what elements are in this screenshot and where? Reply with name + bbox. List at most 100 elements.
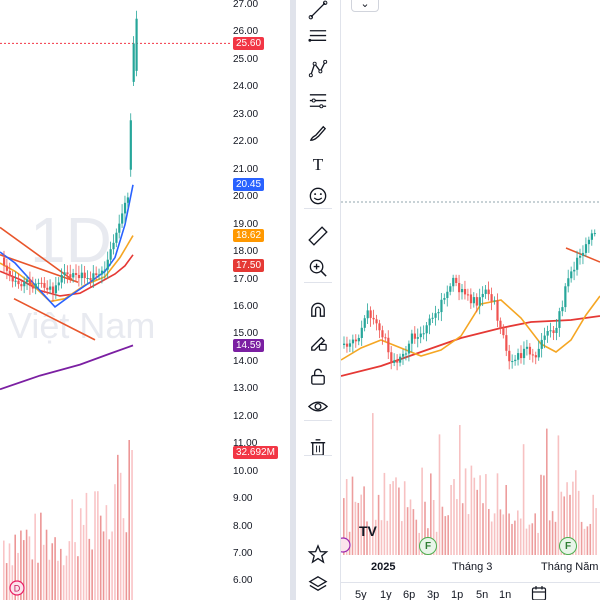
- candle: [26, 279, 29, 283]
- candle: [49, 286, 52, 290]
- price-axis-label: 10.00: [233, 465, 259, 477]
- volume-bar: [499, 509, 502, 555]
- candle: [452, 277, 455, 287]
- layers-icon[interactable]: [304, 570, 332, 598]
- range-button-1p[interactable]: 1p: [451, 589, 464, 600]
- prediction-tool-icon[interactable]: [304, 87, 332, 115]
- candle: [366, 310, 369, 319]
- candle: [54, 285, 58, 294]
- candle: [561, 307, 564, 312]
- candle: [60, 274, 63, 283]
- financials-event-badge[interactable]: F: [559, 537, 577, 555]
- candle: [458, 282, 461, 293]
- dividend-event-badge[interactable]: [341, 537, 351, 553]
- lock-tool-icon[interactable]: [304, 362, 332, 390]
- candle: [576, 257, 579, 270]
- candle: [567, 278, 570, 287]
- dividend-event-badge[interactable]: [9, 580, 25, 596]
- tradingview-logo[interactable]: TV: [359, 523, 378, 539]
- lock-drawing-tool-icon[interactable]: [304, 328, 332, 356]
- volume-bar: [398, 487, 400, 555]
- volume-bar: [464, 468, 467, 555]
- candle: [531, 354, 534, 356]
- volume-bar: [401, 521, 403, 555]
- candle: [416, 337, 419, 339]
- range-button-1y[interactable]: 1y: [380, 589, 392, 600]
- trend-line: [0, 254, 79, 283]
- emoji-tool-icon[interactable]: [304, 182, 332, 210]
- volume-bar: [345, 479, 348, 555]
- candle: [461, 289, 464, 293]
- zoom-in-tool-icon[interactable]: [304, 254, 332, 282]
- range-bar: 5y 1y 6p 3p 1p 5n 1n: [341, 582, 600, 600]
- time-axis-label: 2025: [371, 561, 396, 573]
- candle: [469, 294, 473, 304]
- star-icon[interactable]: [304, 540, 332, 568]
- volume-bar: [403, 481, 406, 555]
- right-chart-pane[interactable]: TV ⌄ 2025 Tháng 3 Tháng Năm 5y 1y 6p 3p 1p 5n 1n…: [341, 0, 600, 600]
- range-button-1n[interactable]: 1n: [499, 589, 512, 600]
- volume-bar: [580, 521, 583, 555]
- range-button-3p[interactable]: 3p: [427, 589, 440, 600]
- volume-bar: [485, 474, 487, 555]
- candle: [95, 273, 98, 276]
- volume-bar: [412, 509, 415, 555]
- volume-bar: [51, 543, 54, 600]
- fib-retracement-tool-icon[interactable]: [304, 22, 332, 50]
- brush-tool-icon[interactable]: [304, 119, 332, 147]
- interval-dropdown-button[interactable]: ⌄: [351, 0, 379, 12]
- candle: [89, 278, 92, 281]
- volume-bar: [94, 491, 96, 600]
- volume-bar: [430, 473, 432, 555]
- candle: [419, 333, 422, 338]
- text-tool-icon[interactable]: T: [304, 150, 332, 178]
- candle: [17, 280, 20, 285]
- range-button-5y[interactable]: 5y: [355, 589, 367, 600]
- candle: [399, 356, 402, 363]
- candle: [43, 283, 46, 288]
- volume-bar: [372, 413, 374, 555]
- magnet-tool-icon[interactable]: [304, 296, 332, 324]
- candle: [570, 271, 573, 279]
- candle: [490, 294, 493, 302]
- candle: [487, 289, 490, 295]
- volume-bar: [366, 521, 368, 555]
- pane-divider[interactable]: [290, 0, 296, 600]
- candle: [534, 355, 537, 358]
- volume-bar: [540, 474, 542, 555]
- volume-bar: [82, 524, 85, 600]
- calendar-icon[interactable]: [531, 585, 547, 600]
- left-chart-pane[interactable]: 1D i Việt Nam D 27.00 26.00 25.00 24.00 23.00 2…: [0, 0, 290, 600]
- volume-bar: [102, 531, 105, 600]
- volume-bar: [14, 534, 16, 600]
- candle: [425, 325, 428, 334]
- ruler-tool-icon[interactable]: [304, 222, 332, 250]
- volume-bar: [554, 521, 557, 555]
- candle: [360, 327, 363, 338]
- candle: [584, 244, 588, 253]
- volume-bar: [409, 499, 412, 555]
- ma-red-line: [341, 315, 600, 377]
- pattern-tool-icon[interactable]: [304, 55, 332, 83]
- volume-bar: [125, 532, 128, 600]
- candle: [525, 346, 529, 349]
- range-button-5n[interactable]: 5n: [476, 589, 489, 600]
- candle: [63, 272, 66, 275]
- eye-tool-icon[interactable]: [304, 392, 332, 420]
- right-price-chart[interactable]: TV: [341, 0, 600, 560]
- range-button-6p[interactable]: 6p: [403, 589, 416, 600]
- candle: [549, 330, 552, 332]
- volume-bar: [566, 482, 568, 555]
- price-axis-label: 22.00: [233, 136, 259, 148]
- volume-bar: [114, 484, 116, 600]
- volume-bar: [77, 556, 79, 600]
- left-price-chart[interactable]: 1D i Việt Nam D: [0, 0, 290, 600]
- candle: [5, 265, 9, 271]
- trash-tool-icon[interactable]: [304, 433, 332, 461]
- trend-line-tool-icon[interactable]: [304, 0, 332, 24]
- candle: [363, 318, 366, 328]
- financials-event-badge[interactable]: F: [419, 537, 437, 555]
- price-axis-label: 16.00: [233, 300, 259, 312]
- ma-purple-tag: 14.59: [233, 339, 265, 353]
- candle: [109, 249, 112, 260]
